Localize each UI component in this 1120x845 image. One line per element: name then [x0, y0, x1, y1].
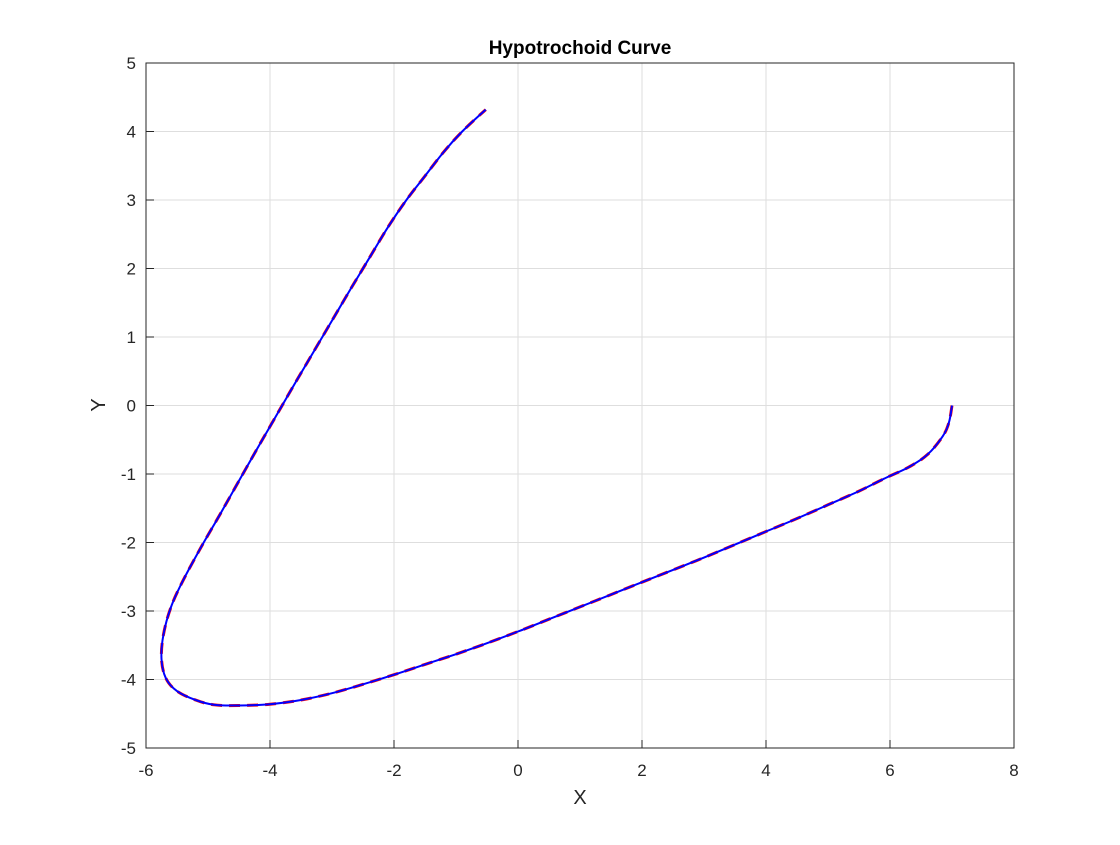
y-tick-label: 3: [127, 191, 136, 210]
ticks: -6 -4 -2 0 2 4 6 8 -5 -4 -3 -2 -1 0 1 2 3 4 5: [121, 54, 1019, 780]
y-tick-label: -1: [121, 465, 136, 484]
y-tick-label: -4: [121, 671, 136, 690]
y-tick-label: 4: [127, 123, 136, 142]
y-tick-label: 2: [127, 260, 136, 279]
series-line-blue-solid: [160, 108, 953, 707]
y-tick-label: 0: [127, 397, 136, 416]
series-group: [159, 108, 954, 708]
x-axis-label: X: [573, 787, 586, 809]
x-tick-label: -2: [386, 761, 401, 780]
y-tick-label: 5: [127, 54, 136, 73]
chart-title: Hypotrochoid Curve: [489, 38, 672, 59]
y-axis-label: Y: [88, 398, 110, 411]
y-tick-label: 1: [127, 328, 136, 347]
x-tick-label: 6: [885, 761, 894, 780]
y-tick-label: -2: [121, 534, 136, 553]
x-tick-label: -4: [262, 761, 277, 780]
x-tick-label: 2: [637, 761, 646, 780]
x-tick-label: -6: [138, 761, 153, 780]
y-tick-label: -5: [121, 739, 136, 758]
x-tick-label: 4: [761, 761, 770, 780]
y-tick-label: -3: [121, 602, 136, 621]
x-tick-label: 0: [513, 761, 522, 780]
x-tick-label: 8: [1009, 761, 1018, 780]
